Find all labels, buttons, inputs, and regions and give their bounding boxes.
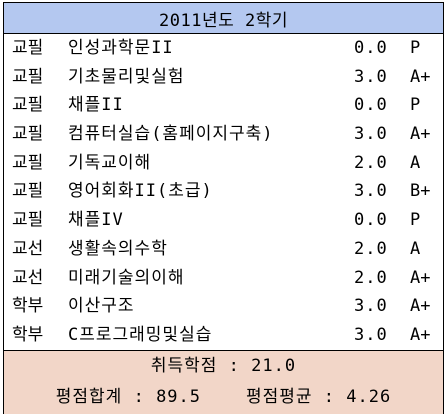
total-points-value: 89.5: [156, 387, 202, 407]
course-grade: A: [410, 238, 421, 259]
course-credit: 3.0: [354, 66, 388, 87]
course-category: 교필: [12, 95, 44, 116]
course-grade: A: [410, 152, 421, 173]
course-list: 교필 인성과학문II 0.0 P 교필 기초물리및실험 3.0 A+ 교필 채플…: [4, 34, 443, 350]
course-credit: 2.0: [354, 238, 388, 259]
separator: :: [133, 387, 145, 407]
course-row: 교필 채플II 0.0 P: [4, 91, 443, 120]
course-category: 교필: [12, 181, 44, 202]
course-category: 학부: [12, 324, 44, 345]
course-credit: 0.0: [354, 38, 388, 58]
course-grade: A+: [410, 296, 431, 317]
separator: :: [323, 387, 336, 407]
course-credit: 0.0: [354, 210, 388, 231]
gpa-value: 4.26: [346, 387, 392, 407]
gpa-label: 평점평균: [245, 387, 313, 407]
course-row: 교필 채플IV 0.0 P: [4, 206, 443, 235]
course-grade: B+: [410, 181, 431, 202]
course-name: 인성과학문II: [68, 38, 174, 58]
earned-credits-label: 취득학점: [150, 356, 218, 376]
course-row: 학부 C프로그래밍및실습 3.0 A+: [4, 321, 443, 350]
course-credit: 3.0: [354, 296, 388, 317]
course-category: 교필: [12, 38, 44, 58]
course-row: 교필 컴퓨터실습(홈페이지구축) 3.0 A+: [4, 120, 443, 149]
earned-credits-line: 취득학점 : 21.0: [4, 351, 443, 381]
course-grade: A+: [410, 267, 431, 288]
course-row: 교필 영어회화II(초급) 3.0 B+: [4, 177, 443, 206]
course-credit: 3.0: [354, 124, 388, 145]
course-credit: 0.0: [354, 95, 388, 116]
course-name: 이산구조: [68, 296, 135, 317]
course-grade: A+: [410, 66, 431, 87]
semester-header: 2011년도 2학기: [4, 3, 443, 34]
total-points-label: 평점합계: [55, 387, 123, 407]
course-row: 교필 인성과학문II 0.0 P: [4, 34, 443, 63]
points-line: 평점합계 : 89.5 평점평균 : 4.26: [4, 381, 443, 413]
course-category: 교필: [12, 152, 44, 173]
course-grade: A+: [410, 324, 431, 345]
course-row: 교선 미래기술의이해 2.0 A+: [4, 264, 443, 293]
course-category: 교선: [12, 267, 44, 288]
course-name: 컴퓨터실습(홈페이지구축): [68, 124, 274, 145]
course-row: 교필 기독교이해 2.0 A: [4, 149, 443, 178]
course-name: 기초물리및실험: [68, 66, 185, 87]
grade-report-table: 2011년도 2학기 교필 인성과학문II 0.0 P 교필 기초물리및실험 3…: [3, 2, 444, 414]
grade-summary: 취득학점 : 21.0 평점합계 : 89.5 평점평균 : 4.26: [4, 350, 443, 414]
course-name: 채플II: [68, 95, 124, 116]
course-name: C프로그래밍및실습: [68, 324, 213, 345]
course-category: 교필: [12, 66, 44, 87]
course-name: 영어회화II(초급): [68, 181, 213, 202]
course-row: 교선 생활속의수학 2.0 A: [4, 235, 443, 264]
course-credit: 2.0: [354, 152, 388, 173]
course-credit: 3.0: [354, 181, 388, 202]
course-category: 교필: [12, 124, 44, 145]
course-name: 미래기술의이해: [68, 267, 185, 288]
semester-title: 2011년도 2학기: [159, 10, 288, 31]
course-grade: P: [410, 95, 421, 116]
course-category: 학부: [12, 296, 44, 317]
course-grade: A+: [410, 124, 431, 145]
course-credit: 2.0: [354, 267, 388, 288]
course-name: 기독교이해: [68, 152, 152, 173]
course-grade: P: [410, 38, 421, 58]
course-category: 교선: [12, 238, 44, 259]
course-grade: P: [410, 210, 421, 231]
course-credit: 3.0: [354, 324, 388, 345]
earned-credits-value: 21.0: [251, 356, 297, 376]
separator: :: [228, 356, 240, 376]
course-category: 교필: [12, 210, 44, 231]
course-name: 생활속의수학: [68, 238, 168, 259]
course-name: 채플IV: [68, 210, 124, 231]
course-row: 학부 이산구조 3.0 A+: [4, 292, 443, 321]
course-row: 교필 기초물리및실험 3.0 A+: [4, 63, 443, 92]
